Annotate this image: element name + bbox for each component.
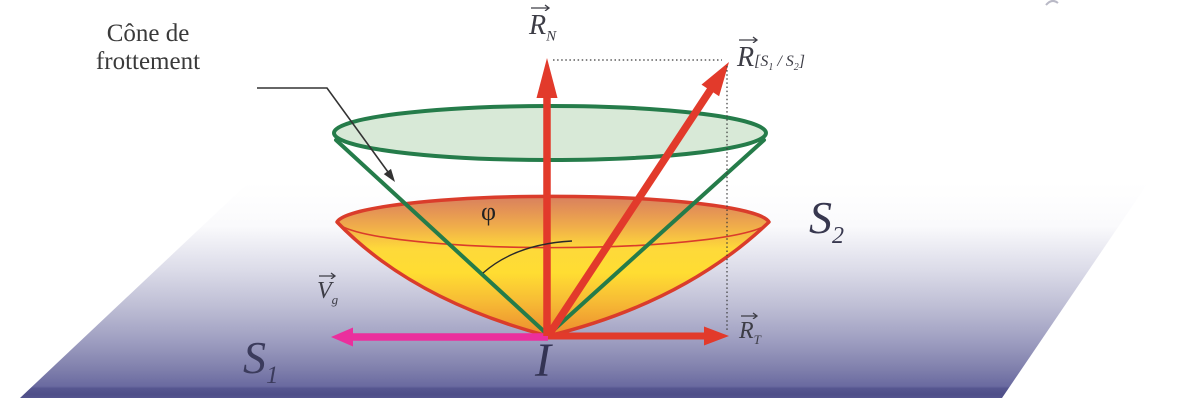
- cropped-text-artifact: [1045, 0, 1059, 6]
- friction-cone-right-generator: [546, 138, 766, 337]
- vg-vector-arrowhead: [331, 327, 353, 347]
- rn-subscript: N: [546, 28, 557, 45]
- orange-cone-rim-front-arc: [336, 221, 770, 249]
- rt-main-text: R: [739, 318, 754, 344]
- rs1s2-s2: S: [785, 53, 794, 70]
- rs1s2-s1: S: [760, 53, 769, 70]
- rn-letter: R: [529, 4, 551, 42]
- vg-subscript: g: [331, 291, 339, 307]
- phi-angle-arc: [482, 240, 573, 274]
- vector-arrow-icon: [739, 36, 759, 43]
- s2-label: S2: [809, 191, 844, 250]
- vector-arrow-icon: [319, 272, 337, 279]
- vg-label: V g: [317, 272, 339, 308]
- s1-subscript: 1: [266, 362, 279, 390]
- s1-main-text: S: [243, 332, 266, 383]
- rs1s2-s1-sub: 1: [768, 62, 774, 74]
- friction-cone-left-generator: [334, 138, 550, 337]
- vg-main-text: V: [317, 278, 332, 304]
- phi-label: φ: [481, 197, 497, 226]
- rt-subscript: T: [753, 331, 761, 347]
- rs1s2-bracket-open: [: [754, 53, 761, 70]
- annotation-leader-arrowhead: [383, 168, 395, 182]
- orange-cone-outline: [335, 194, 771, 338]
- rs1s2-vector-arrowhead: [701, 62, 729, 97]
- s2-main-text: S: [809, 192, 832, 243]
- rt-letter: R: [739, 312, 759, 345]
- rs1s2-vector-shaft: [544, 86, 715, 339]
- rt-label: R T: [739, 312, 761, 348]
- rs1s2-bracket-close: ]: [798, 53, 806, 70]
- vector-arrow-icon: [741, 312, 759, 319]
- contact-point-label: I: [535, 334, 551, 387]
- rt-vector-arrowhead: [704, 326, 729, 346]
- rn-label: R N: [529, 4, 557, 46]
- cone-annotation: Cône de frottement: [78, 20, 218, 76]
- cone-annotation-line1: Cône de: [106, 20, 190, 47]
- s2-subscript: 2: [832, 223, 844, 250]
- rn-vector-arrowhead: [536, 58, 558, 98]
- annotation-leader-line: [257, 87, 389, 173]
- cone-annotation-line2: frottement: [95, 48, 201, 75]
- rs1s2-letter: R: [737, 36, 759, 74]
- rs1s2-s2-sub: 2: [793, 62, 799, 74]
- vg-letter: V: [317, 272, 337, 305]
- rs1s2-label: R [S1 / S2]: [737, 36, 806, 74]
- rs1s2-main-text: R: [737, 42, 755, 73]
- rs1s2-slash: /: [773, 53, 786, 70]
- vector-arrow-icon: [531, 4, 551, 11]
- rn-main-text: R: [529, 10, 547, 41]
- s1-label: S1: [243, 331, 279, 390]
- rs1s2-subscript: [S1 / S2]: [754, 53, 806, 74]
